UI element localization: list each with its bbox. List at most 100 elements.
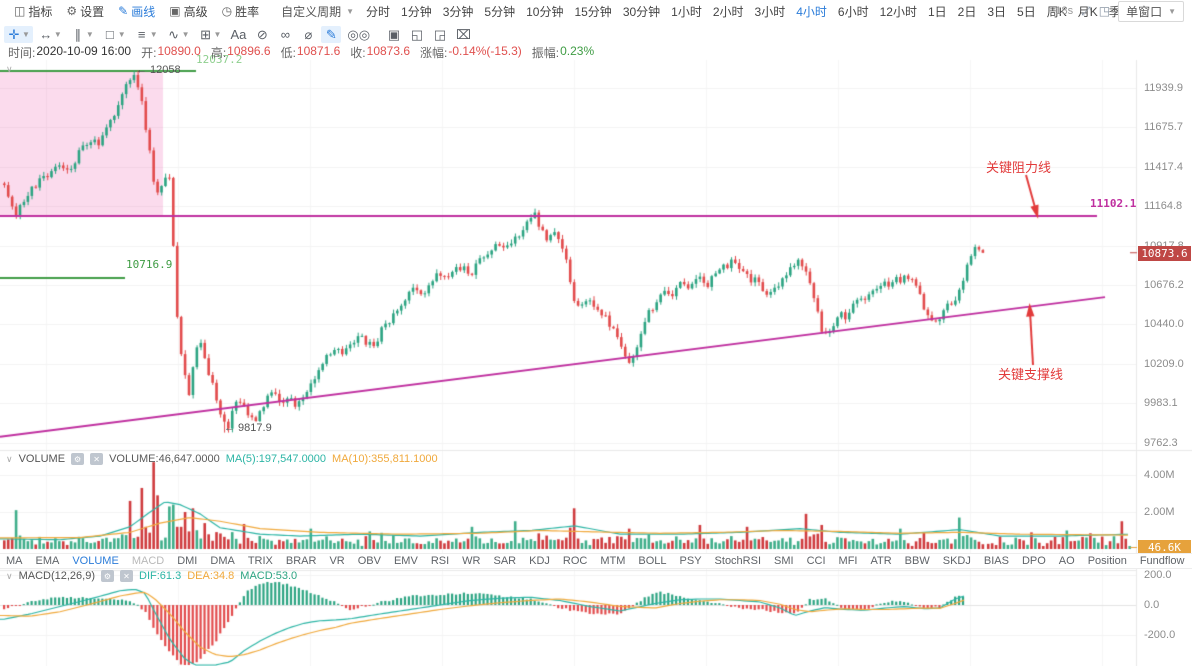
fibonacci-tool[interactable]: ≡ ▼ [132, 26, 161, 43]
eraser-tool[interactable]: ⊘ [252, 26, 272, 43]
tab-MTM[interactable]: MTM [600, 555, 626, 567]
tab-KDJ[interactable]: KDJ [529, 555, 550, 567]
tab-PSY[interactable]: PSY [679, 555, 702, 567]
toolbar-item-indicators[interactable]: ◫ 指标 [14, 3, 52, 20]
crosshair-icon: ✛ [8, 27, 20, 42]
tab-CCI[interactable]: CCI [806, 555, 826, 567]
volume-settings-icon[interactable]: ⚙ [71, 453, 85, 465]
line-segment-tool[interactable]: ↔ ▼ [36, 26, 65, 43]
link-tool[interactable]: ∞ [275, 26, 295, 43]
tab-BOLL[interactable]: BOLL [638, 555, 667, 567]
toolbar-item-advanced[interactable]: ▣ 高级 [169, 3, 207, 20]
tab-VR[interactable]: VR [329, 555, 345, 567]
tab-DPO[interactable]: DPO [1021, 555, 1046, 567]
timeframe-周K[interactable]: 周K [1046, 4, 1067, 19]
clipboard-tool[interactable]: ▣ [384, 26, 404, 43]
snapshot-tool[interactable]: ◲ [430, 26, 450, 43]
tab-SAR[interactable]: SAR [493, 555, 517, 567]
timeframe-1小时[interactable]: 1小时 [671, 4, 702, 19]
popout-window-icon[interactable]: ◳ [1098, 4, 1111, 18]
tab-OBV[interactable]: OBV [357, 555, 381, 567]
tab-BBW[interactable]: BBW [904, 555, 930, 567]
timeframe-2日[interactable]: 2日 [957, 4, 977, 19]
timeframe-10分钟[interactable]: 10分钟 [526, 4, 564, 19]
crosshair-tool[interactable]: ✛ ▼ [4, 26, 33, 43]
volume-panel-header: ∨ VOLUME ⚙ ✕ VOLUME:46,647.0000 MA(5):19… [6, 453, 438, 465]
wave-tool[interactable]: ∿ ▼ [164, 26, 193, 43]
tab-ROC[interactable]: ROC [562, 555, 588, 567]
volume-collapse-icon[interactable]: ∨ [6, 453, 13, 464]
tab-BIAS[interactable]: BIAS [983, 555, 1009, 567]
axis-tick-11417.4: 11417.4 [1144, 160, 1183, 173]
ohlc-field-6: 振幅: 0.23% [532, 44, 594, 61]
tab-Position[interactable]: Position [1087, 555, 1127, 567]
main-panel-collapse-icon[interactable]: ∨ [6, 64, 13, 74]
tab-StochRSI[interactable]: StochRSI [714, 555, 762, 567]
volume-close-icon[interactable]: ✕ [90, 453, 104, 465]
macd-dif-value: DIF:61.3 [139, 570, 182, 582]
toolbar-item-settings[interactable]: ⚙ 设置 [66, 3, 104, 20]
delete-all-tool[interactable]: ⌧ [453, 26, 474, 43]
tab-MACD[interactable]: MACD [131, 555, 165, 567]
candle-countdown: 18s [1055, 5, 1074, 17]
tab-VOLUME[interactable]: VOLUME [72, 555, 119, 567]
timeframe-1日[interactable]: 1日 [927, 4, 947, 19]
axis-tick-0.0: 0.0 [1144, 599, 1160, 611]
tab-BRAR[interactable]: BRAR [285, 555, 317, 567]
pen-tool[interactable]: ✎ [321, 26, 342, 43]
axis-tick-9762.3: 9762.3 [1144, 436, 1178, 449]
chevron-down-icon: ▼ [181, 29, 190, 39]
tab-TRIX[interactable]: TRIX [247, 555, 273, 567]
timeframe-2小时[interactable]: 2小时 [712, 4, 744, 19]
tab-DMI[interactable]: DMI [177, 555, 198, 567]
tab-EMV[interactable]: EMV [393, 555, 418, 567]
timeframe-3小时[interactable]: 3小时 [754, 4, 786, 19]
window-mode-select[interactable]: 单窗口 ▼ [1118, 0, 1184, 22]
tab-DMA[interactable]: DMA [210, 555, 235, 567]
macd-collapse-icon[interactable]: ∨ [6, 570, 13, 581]
timeframe-月K[interactable]: 月K [1077, 4, 1098, 19]
toolbar-item-draw[interactable]: ✎ 画线 [118, 3, 155, 20]
timeframe-5分钟[interactable]: 5分钟 [484, 4, 516, 19]
timeframe-3分钟[interactable]: 3分钟 [442, 4, 474, 19]
grid-pattern-tool[interactable]: ⊞ ▼ [196, 26, 225, 43]
parallel-lines-tool[interactable]: ∥ ▼ [68, 26, 97, 43]
field-label: 低: [280, 46, 296, 60]
macd-panel-header: ∨ MACD(12,26,9) ⚙ ✕ DIF:61.3 DEA:34.8 MA… [6, 570, 297, 582]
timeframe-4小时[interactable]: 4小时 [796, 4, 827, 19]
tab-ATR[interactable]: ATR [870, 555, 892, 567]
tab-SMI[interactable]: SMI [774, 555, 794, 567]
tab-EMA[interactable]: EMA [35, 555, 60, 567]
tab-RSI[interactable]: RSI [430, 555, 450, 567]
copy-tool[interactable]: ◱ [407, 26, 427, 43]
tab-MFI[interactable]: MFI [838, 555, 858, 567]
tab-AO[interactable]: AO [1058, 555, 1075, 567]
timeframe-30分钟[interactable]: 30分钟 [622, 4, 661, 19]
ohlc-field-3: 低: 10871.6 [281, 44, 341, 61]
indicators-icon: ◫ [14, 4, 26, 18]
timeframe-3日[interactable]: 3日 [987, 4, 1007, 19]
macd-settings-icon[interactable]: ⚙ [101, 570, 115, 582]
timeframe-6小时[interactable]: 6小时 [837, 4, 869, 19]
fullscreen-icon[interactable]: ⤢ [1081, 3, 1091, 18]
macd-close-icon[interactable]: ✕ [120, 570, 134, 582]
text-tool[interactable]: Aa [227, 26, 249, 43]
custom-period-dropdown[interactable]: 自定义周期 ▼ [281, 3, 354, 20]
tab-WR[interactable]: WR [462, 555, 481, 567]
winrate-icon: ◷ [221, 4, 233, 18]
volume-ma10-value: MA(10):355,811.1000 [332, 453, 438, 465]
magnet-tool[interactable]: ◎◎ [344, 26, 373, 43]
tab-Fundflow[interactable]: Fundflow [1139, 555, 1185, 567]
timeframe-15分钟[interactable]: 15分钟 [574, 4, 612, 19]
timeframe-1分钟[interactable]: 1分钟 [401, 4, 432, 19]
tab-SKDJ[interactable]: SKDJ [942, 555, 971, 567]
toolbar-item-winrate[interactable]: ◷ 胜率 [222, 3, 260, 20]
ohlc-field-5: 涨幅: -0.14%(-15.3) [420, 44, 522, 61]
ohlc-field-0: 时间: 2020-10-09 16:00 [8, 44, 131, 61]
timeframe-5日[interactable]: 5日 [1017, 4, 1036, 19]
ruler-tool[interactable]: ⌀ [298, 26, 318, 43]
tab-MA[interactable]: MA [6, 555, 23, 567]
timeframe-12小时[interactable]: 12小时 [879, 4, 917, 19]
rectangle-tool[interactable]: □ ▼ [100, 26, 129, 43]
timeframe-分时[interactable]: 分时 [366, 4, 391, 19]
